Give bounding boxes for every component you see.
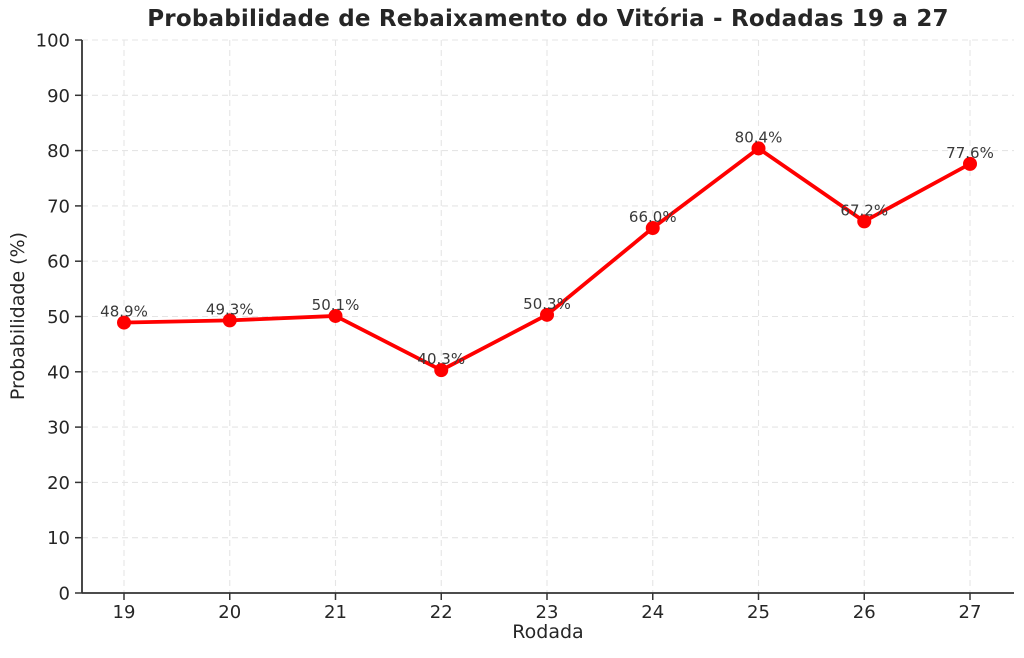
- x-tick-label: 25: [747, 602, 770, 623]
- data-point: [328, 308, 343, 323]
- y-tick-label: 60: [47, 252, 70, 273]
- y-tick-label: 30: [47, 418, 70, 439]
- y-tick-label: 40: [47, 362, 70, 383]
- data-point-label: 66.0%: [629, 208, 677, 226]
- data-point: [963, 156, 977, 171]
- data-point: [222, 313, 237, 328]
- data-point-label: 77.6%: [946, 144, 994, 162]
- x-axis-label: Rodada: [512, 621, 584, 643]
- y-tick-label: 80: [47, 141, 70, 162]
- x-tick-label: 22: [430, 602, 453, 623]
- x-tick-label: 20: [218, 602, 241, 623]
- chart-title: Probabilidade de Rebaixamento do Vitória…: [147, 6, 949, 32]
- x-tick-label: 23: [536, 602, 559, 623]
- data-point: [857, 214, 872, 229]
- x-tick-label: 21: [324, 602, 347, 623]
- y-tick-label: 50: [47, 307, 70, 328]
- data-point: [434, 363, 449, 378]
- data-point-label: 50.3%: [523, 295, 571, 313]
- y-tick-label: 20: [47, 473, 70, 494]
- y-tick-label: 70: [47, 196, 70, 217]
- y-tick-label: 10: [47, 528, 70, 549]
- data-point: [540, 307, 554, 322]
- data-point-label: 40.3%: [417, 350, 465, 368]
- data-point: [751, 141, 766, 156]
- x-tick-label: 19: [113, 602, 136, 623]
- data-point: [645, 221, 660, 236]
- data-point: [117, 315, 131, 330]
- data-point-label: 67.2%: [840, 201, 888, 219]
- x-tick-label: 24: [641, 602, 664, 623]
- y-tick-label: 100: [36, 31, 70, 52]
- y-axis-label: Probabilidade (%): [7, 231, 29, 401]
- x-tick-label: 27: [959, 602, 982, 623]
- data-point-label: 50.1%: [312, 296, 360, 314]
- data-point-label: 80.4%: [735, 128, 783, 146]
- y-tick-label: 0: [59, 584, 70, 605]
- data-point-label: 49.3%: [206, 300, 254, 318]
- y-tick-label: 90: [47, 86, 70, 107]
- x-tick-label: 26: [853, 602, 876, 623]
- data-point-label: 48.9%: [100, 303, 148, 321]
